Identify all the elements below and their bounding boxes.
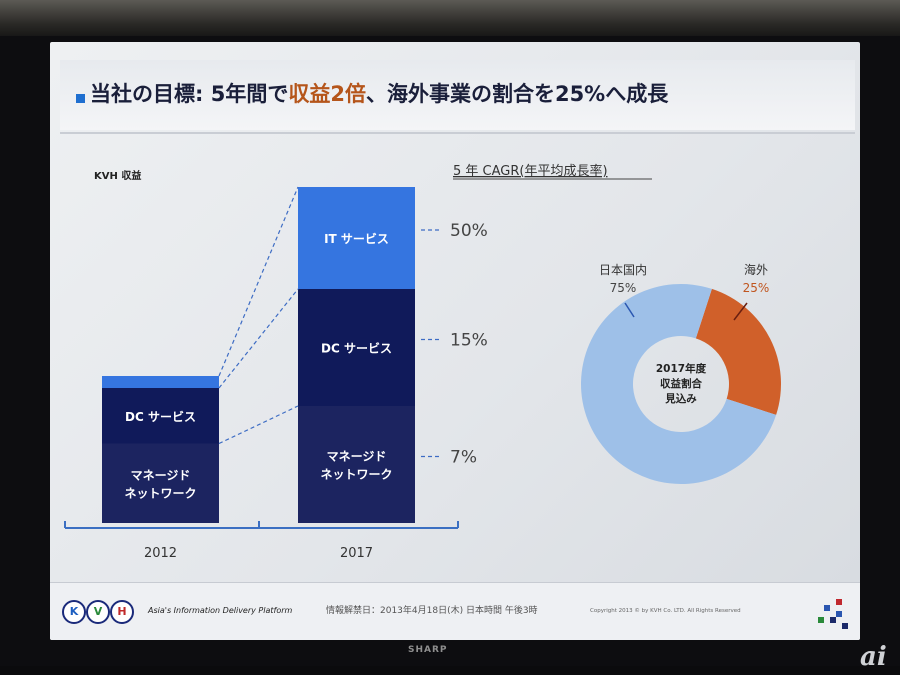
bar-label-dc-2012: DC サービス [125, 409, 196, 424]
logo-k: K [62, 600, 86, 624]
cagr-value-0: 7% [450, 448, 477, 468]
bar-label-it-2017: IT サービス [324, 231, 389, 246]
connector-managed-top [218, 405, 299, 445]
title-highlight: 収益2倍 [288, 82, 366, 106]
bar-dc-2017 [298, 289, 415, 406]
connector-it-top [218, 186, 299, 377]
footer: K V H Asia's Information Delivery Platfo… [50, 582, 860, 640]
donut-label-domestic: 日本国内 [599, 263, 647, 277]
donut-leader-domestic [624, 302, 635, 318]
bar-label-managed-line1-2017: マネージド [327, 450, 387, 464]
tv-brand: SHARP [408, 645, 448, 655]
watermark: ai [860, 642, 887, 672]
donut-label-overseas: 海外 [744, 262, 768, 277]
footer-tagline: Asia's Information Delivery Platform [148, 606, 293, 615]
title-rule [60, 132, 855, 134]
cagr-value-1: 15% [450, 331, 488, 351]
title-bar [60, 60, 855, 130]
bar-it-2017 [298, 187, 415, 289]
donut-value-domestic: 75% [610, 281, 637, 295]
bar-it-2012 [102, 376, 219, 388]
brand-mosaic-icon [818, 599, 848, 629]
footer-disclosure: 情報解禁日：2013年4月18日(木) 日本時間 午後3時 [326, 606, 538, 616]
donut-center-label-0: 2017年度 [656, 362, 707, 375]
donut-center-label-1: 収益割合 [660, 377, 702, 390]
x-tick-label-2012: 2012 [144, 546, 177, 561]
bar-label-managed-line2-2012: ネットワーク [124, 486, 196, 500]
room-background [0, 0, 900, 40]
donut-slice-75 [581, 284, 777, 484]
cagr-value-2: 50% [450, 221, 488, 241]
footer-copyright: Copyright 2013 © by KVH Co. LTD. All Rig… [590, 608, 741, 614]
bar-label-managed-line1-2012: マネージド [131, 468, 191, 482]
title-bullet-icon [76, 94, 85, 103]
bar-managed-2017 [298, 406, 415, 523]
donut-value-overseas: 25% [743, 281, 770, 295]
bar-managed-2012 [102, 443, 219, 523]
connector-dc-top [218, 288, 299, 389]
cagr-header: 5 年 CAGR(年平均成長率) [453, 163, 608, 179]
slide-title: 当社の目標: 5年間で収益2倍、海外事業の割合を25%へ成長 [90, 82, 669, 106]
bar-label-dc-2017: DC サービス [321, 341, 392, 356]
bar-dc-2012 [102, 388, 219, 444]
bar-label-managed-line2-2017: ネットワーク [320, 468, 392, 482]
x-tick-label-2017: 2017 [340, 546, 373, 561]
slide: 当社の目標: 5年間で収益2倍、海外事業の割合を25%へ成長 KVH 収益 5 … [50, 42, 860, 640]
donut-leader-overseas [733, 302, 748, 321]
donut-center-label-2: 見込み [664, 392, 697, 405]
logo-h: H [110, 600, 134, 624]
donut-slice-25 [695, 288, 781, 415]
bar-chart-title: KVH 収益 [94, 169, 141, 182]
logo-v: V [86, 600, 110, 624]
